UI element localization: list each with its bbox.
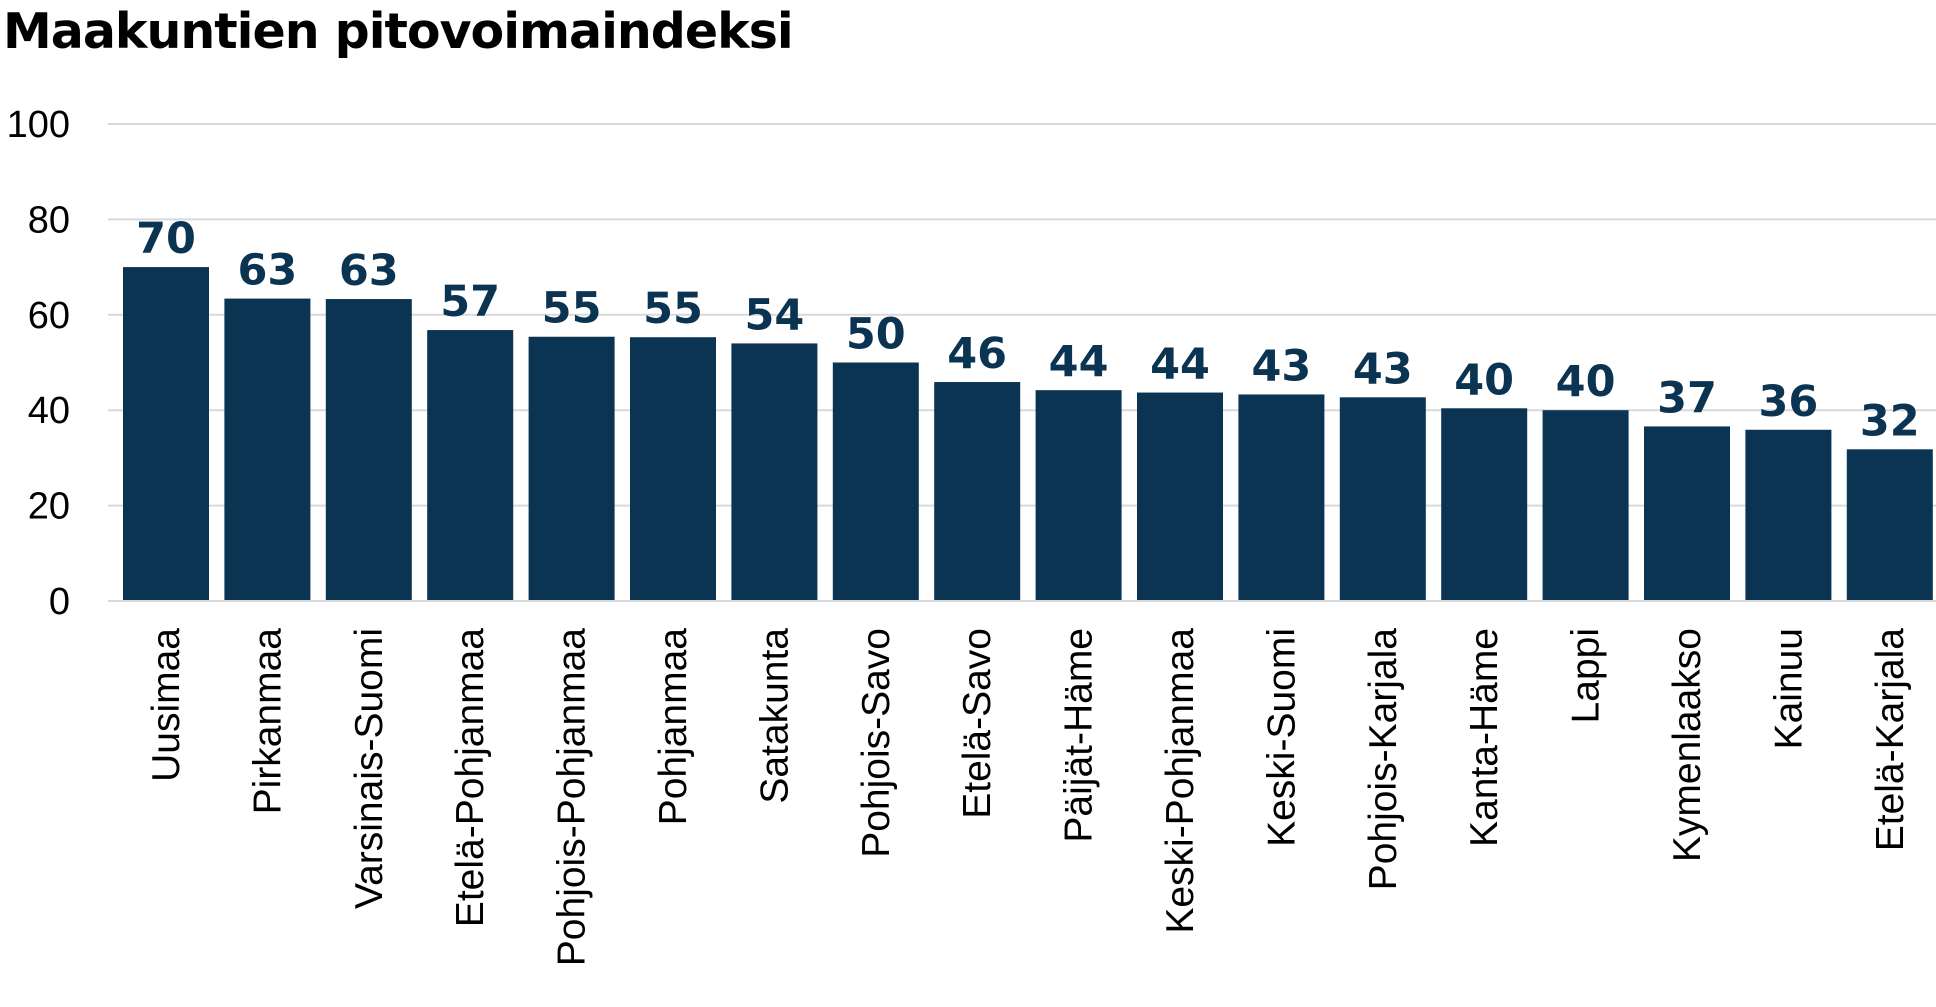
bar [528, 336, 615, 601]
data-label: 44 [1049, 337, 1109, 387]
bar [1339, 397, 1426, 601]
data-label: 55 [643, 284, 703, 334]
y-tick-label: 80 [28, 199, 70, 241]
bar [731, 343, 818, 601]
bars [123, 267, 1933, 601]
bar [1238, 394, 1325, 601]
bar [630, 337, 716, 601]
x-tick-label: Pohjois-Karjala [1362, 628, 1405, 891]
x-tick-label: Pohjois-Pohjanmaa [551, 628, 594, 967]
bar [427, 330, 514, 601]
data-label: 43 [1353, 344, 1413, 394]
bar [224, 298, 311, 601]
x-tick-label: Uusimaa [145, 628, 188, 782]
data-label: 54 [744, 290, 804, 340]
x-tick-label: Etelä-Karjala [1869, 628, 1912, 852]
bar [832, 362, 919, 601]
chart-title: Maakuntien pitovoimaindeksi [3, 3, 794, 60]
x-tick-label: Satakunta [753, 628, 796, 804]
x-tick-label: Pirkanmaa [246, 628, 289, 815]
data-label: 63 [339, 246, 399, 296]
data-label: 43 [1251, 341, 1311, 391]
bar [1644, 426, 1730, 601]
data-label: 40 [1556, 357, 1616, 407]
bar [123, 267, 209, 601]
data-label: 70 [136, 214, 196, 264]
bar [934, 382, 1021, 601]
x-tick-label: Keski-Suomi [1260, 628, 1303, 847]
bar [1745, 429, 1832, 601]
gridlines [108, 123, 1936, 507]
x-tick-label: Keski-Pohjanmaa [1159, 628, 1202, 934]
data-label: 50 [846, 310, 906, 360]
data-label: 57 [440, 277, 500, 327]
y-tick-label: 20 [28, 486, 70, 528]
x-tick-label: Lappi [1565, 628, 1608, 723]
x-tick-label: Kymenlaakso [1666, 628, 1709, 862]
bar [1137, 392, 1223, 601]
data-label: 37 [1657, 373, 1717, 423]
y-tick-label: 40 [28, 390, 70, 432]
x-tick-label: Pohjois-Savo [855, 628, 898, 858]
data-label: 40 [1454, 355, 1514, 405]
x-tick-label: Päijät-Häme [1058, 628, 1101, 843]
data-label: 55 [542, 284, 602, 334]
data-label: 46 [947, 329, 1007, 379]
x-tick-label: Kainuu [1767, 628, 1810, 749]
bar [1846, 449, 1933, 601]
bar [325, 299, 412, 601]
data-labels: 70 63 63 57 55 55 54 50 46 44 44 43 43 40 40 37 36 32 [136, 214, 1920, 446]
bar [1542, 410, 1629, 601]
data-label: 44 [1150, 340, 1210, 390]
y-tick-label: 60 [28, 295, 70, 337]
data-label: 36 [1758, 377, 1818, 427]
x-tick-label: Varsinais-Suomi [348, 628, 391, 909]
x-tick-label: Pohjanmaa [652, 628, 695, 826]
y-tick-label: 0 [49, 581, 70, 623]
y-tick-label: 100 [7, 104, 70, 146]
bar [1035, 390, 1122, 601]
data-label: 32 [1860, 396, 1920, 446]
x-tick-label: Etelä-Savo [956, 628, 999, 819]
y-axis: 0 20 40 60 80 100 [7, 104, 70, 623]
data-label: 63 [237, 246, 297, 296]
x-axis: Uusimaa Pirkanmaa Varsinais-Suomi Etelä-Poh… [145, 628, 1912, 967]
x-tick-label: Etelä-Pohjanmaa [449, 628, 492, 927]
bar [1441, 408, 1528, 601]
x-tick-label: Kanta-Häme [1463, 628, 1506, 847]
